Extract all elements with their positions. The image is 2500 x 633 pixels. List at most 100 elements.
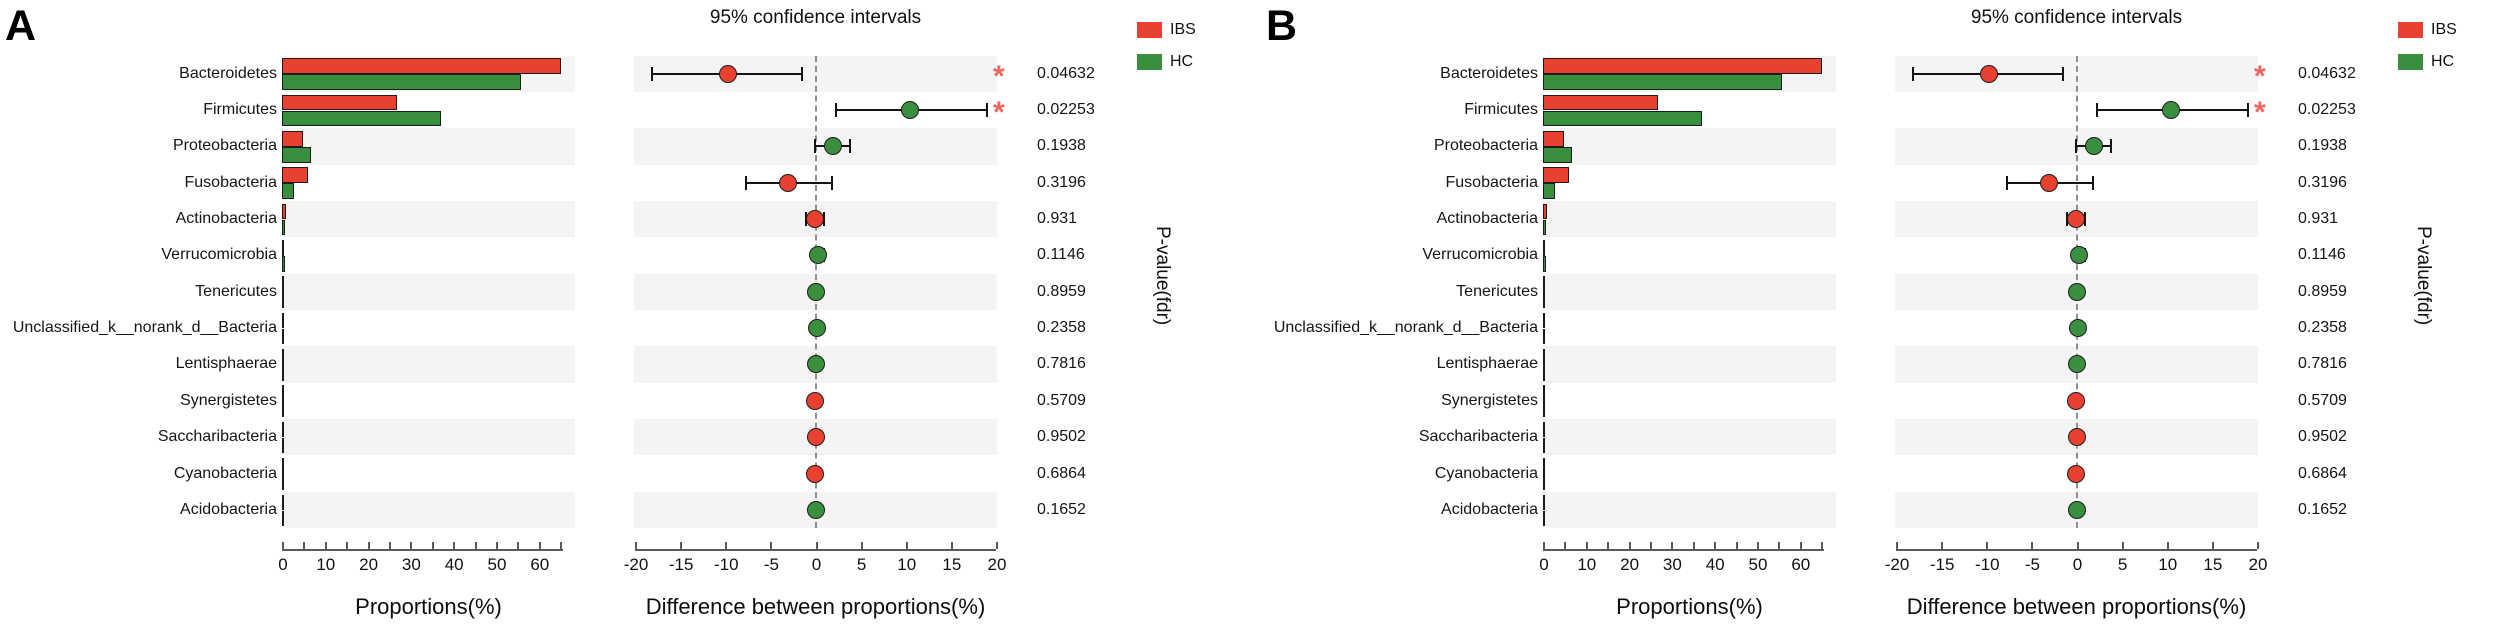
ibs-bar [282,349,284,365]
p-value: 0.3196 [2298,173,2347,191]
axis-tick-label: 20 [987,555,1007,574]
p-value: 0.5709 [1037,391,1086,409]
ci-cap-left [651,66,654,81]
hc-bar [282,474,284,490]
ibs-bar [282,131,303,147]
taxon-label: Unclassified_k__norank_d__Bacteria [1273,319,1538,337]
ci-plot-title: 95% confidence intervals [709,7,922,28]
ci-cap-right [848,139,851,154]
axis-tick [1941,542,1944,549]
axis-tick-label: -15 [1929,555,1955,574]
taxon-label: Lentisphaerae [1436,355,1538,373]
diff-dot [2070,246,2089,265]
axis-tick [860,542,863,549]
taxon-label: Acidobacteria [1441,500,1538,518]
axis-tick [2031,542,2034,549]
axis-tick [367,542,370,549]
diff-dot [2162,101,2181,120]
axis-tick-label: 10 [897,555,917,574]
hc-bar [1543,219,1547,236]
hc-bar [282,437,284,454]
hc-bar [1543,437,1545,454]
diff-dot [807,282,826,301]
diff-dot [2067,428,2086,447]
hc-bar [282,365,284,381]
ci-cap-right [2091,175,2094,190]
diff-dot [807,355,826,374]
ci-cap-left [2096,103,2099,118]
taxon-label: Saccharibacteria [1418,428,1538,446]
ibs-bar [1543,94,1659,111]
ci-cap-right [2246,103,2249,118]
axis-tick [517,542,520,549]
ibs-bar [282,240,284,256]
axis-tick-label: 60 [1791,555,1811,574]
diff-dot [901,101,920,120]
diff-dot [806,428,825,447]
axis-tick [1799,542,1802,549]
axis-tick [324,542,327,549]
axis-tick [1757,542,1759,549]
diff-dot [809,246,828,265]
taxon-label: Fusobacteria [184,173,278,191]
proportions-axis-title: Proportions(%) [1616,594,1763,619]
pvalue-axis-title: P-value(fdr) [1152,226,1173,326]
p-value: 0.9502 [1037,428,1086,446]
legend-label-hc: HC [2431,53,2455,70]
taxon-label: Tenericutes [1456,282,1538,300]
ci-cap-left [835,103,838,118]
ibs-bar [282,203,286,220]
taxon-label: Tenericutes [195,282,277,300]
ibs-bar [282,421,284,438]
ibs-bar [282,385,284,401]
p-value: 0.6864 [2298,464,2347,482]
taxon-label: Actinobacteria [1436,210,1538,228]
p-value: 0.931 [2298,210,2339,228]
hc-bar [282,110,441,127]
legend-label-hc: HC [1170,53,1194,70]
diff-dot [2066,391,2085,410]
bar-row-band [282,346,575,383]
axis-tick-label: -15 [668,555,694,574]
p-value: 0.8959 [2298,282,2347,300]
axis-tick [680,542,683,549]
taxon-label: Actinobacteria [175,210,277,228]
taxon-label: Synergistetes [1441,391,1538,409]
bar-row-band [282,383,575,419]
bar-row-band [1543,419,1836,456]
axis-tick [905,542,908,549]
bar-row-band [282,165,575,201]
axis-tick [1735,542,1738,549]
ci-cap-right [2061,66,2064,81]
axis-tick-label: 10 [316,555,336,574]
ci-cap-right [985,103,988,118]
taxon-label: Bacteroidetes [179,64,277,82]
axis-tick-label: 50 [1748,555,1768,574]
p-value: 0.1652 [2298,500,2347,518]
bar-row-band [1543,200,1836,238]
bar-row-band [282,273,575,310]
hc-bar [1543,110,1702,127]
taxon-label: Proteobacteria [172,137,277,155]
hc-bar [1543,474,1545,490]
bar-row-band [1543,237,1836,273]
axis-tick [538,542,541,549]
diff-dot [805,391,824,410]
bar-row-band [1543,455,1836,491]
significance-star: * [993,96,1005,130]
p-value: 0.02253 [2298,101,2356,119]
axis-tick [1628,542,1631,549]
diff-dot [779,173,798,192]
ibs-bar [282,458,284,474]
proportions-axis [1543,549,1825,551]
axis-tick [346,542,349,549]
legend-swatch-ibs [2398,22,2423,38]
axis-tick-label: -10 [1974,555,2000,574]
axis-tick [410,542,413,549]
axis-tick-label: 40 [1705,555,1725,574]
bar-row-band [1543,491,1836,529]
axis-tick-label: 0 [811,555,822,574]
axis-tick [2257,542,2259,549]
ibs-bar [1543,494,1545,510]
